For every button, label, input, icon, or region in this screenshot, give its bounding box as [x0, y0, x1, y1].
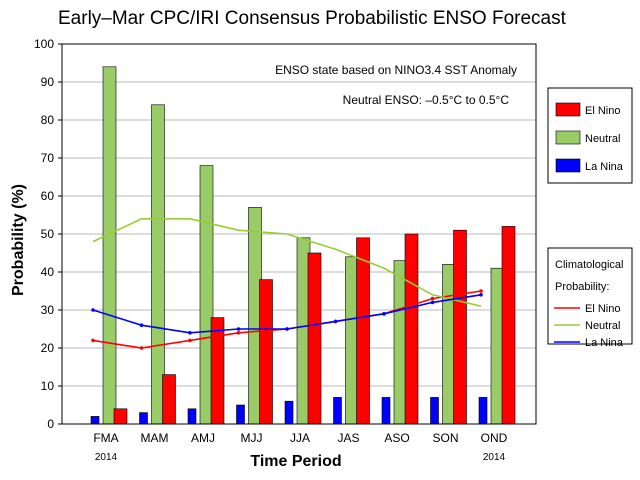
x-tick-label-OND: OND — [481, 431, 508, 445]
bar-la-nina-JJA — [284, 400, 294, 425]
bar-el-nino-ASO — [404, 233, 419, 425]
annotation-enso-state: ENSO state based on NINO3.4 SST Anomaly — [275, 63, 517, 77]
climatology-point-el-nino-FMA — [91, 338, 95, 343]
climatology-point-la-nina-AMJ — [188, 331, 192, 335]
bar-la-nina-MAM — [139, 412, 148, 425]
climatology-point-la-nina-ASO — [382, 312, 386, 316]
bar-el-nino-AMJ — [210, 317, 225, 425]
climatology-legend: Climatological Probability: El Nino Neutral… — [547, 247, 633, 349]
climatology-legend-label-la-nina: La Nina — [585, 337, 624, 349]
climatology-point-el-nino-MAM — [139, 346, 144, 350]
climatology-point-el-nino-MJJ — [236, 331, 241, 335]
legend-swatch-neutral — [555, 130, 581, 145]
bar-la-nina-OND — [478, 397, 488, 425]
legend-label-neutral: Neutral — [585, 133, 620, 145]
bar-la-nina-SON — [430, 397, 439, 425]
bar-la-nina-MJJ — [236, 404, 245, 425]
climatology-legend-box — [547, 247, 633, 345]
bar-neutral-FMA — [102, 66, 117, 425]
y-tick-label-0: 0 — [47, 417, 54, 431]
bar-la-nina-AMJ — [187, 408, 197, 425]
bar-el-nino-MAM — [162, 374, 176, 425]
climatology-legend-title: Climatological — [555, 259, 623, 271]
legend-swatch-la-nina — [555, 158, 581, 173]
climatology-line-neutral — [92, 218, 482, 307]
y-tick-label-70: 70 — [41, 151, 55, 165]
x-tick-label-SON: SON — [432, 431, 458, 445]
climatology-point-la-nina-MAM — [139, 323, 144, 328]
climatology-point-la-nina-FMA — [91, 308, 95, 312]
climatology-point-el-nino-AMJ — [188, 338, 192, 343]
climatology-lines — [91, 218, 483, 350]
climatology-legend-label-el-nino: El Nino — [585, 303, 620, 315]
x-tick-label-JJA: JJA — [290, 431, 310, 445]
climatology-point-la-nina-OND — [479, 293, 483, 297]
x-tick-label-MAM: MAM — [141, 431, 169, 445]
climatology-line-la-nina — [92, 294, 482, 334]
bar-la-nina-JAS — [333, 397, 342, 425]
x-tick-label-MJJ: MJJ — [241, 431, 263, 445]
y-tick-label-50: 50 — [41, 227, 55, 241]
y-tick-label-90: 90 — [41, 75, 55, 89]
bar-el-nino-JAS — [356, 237, 370, 425]
bar-la-nina-ASO — [381, 397, 391, 425]
annotation-neutral-range: Neutral ENSO: –0.5°C to 0.5°C — [343, 93, 510, 107]
climatology-point-la-nina-MJJ — [236, 327, 241, 331]
climatology-point-la-nina-JAS — [333, 319, 338, 324]
x-tick-label-ASO: ASO — [384, 431, 409, 445]
climatology-legend-subtitle: Probability: — [555, 281, 609, 293]
y-tick-label-10: 10 — [41, 379, 55, 393]
y-axis-ticks: 0 10 20 30 40 50 60 70 80 90 100 — [34, 37, 62, 431]
x-tick-sublabel-OND: 2014 — [483, 452, 506, 463]
y-tick-label-30: 30 — [41, 303, 55, 317]
climatology-line-el-nino — [92, 290, 482, 349]
x-tick-label-JAS: JAS — [337, 431, 359, 445]
x-axis-ticks: FMA 2014 MAM AMJ MJJ JJA JAS ASO SON OND 2014 — [93, 431, 507, 463]
y-axis-label: Probability (%) — [10, 184, 27, 296]
y-tick-label-60: 60 — [41, 189, 55, 203]
legend-label-la-nina: La Nina — [585, 161, 624, 173]
climatology-legend-label-neutral: Neutral — [585, 320, 620, 332]
bar-el-nino-MJJ — [259, 279, 273, 425]
bars — [90, 66, 516, 425]
bar-la-nina-FMA — [90, 416, 100, 425]
bar-el-nino-JJA — [307, 252, 322, 425]
bar-el-nino-OND — [501, 226, 516, 425]
legend-label-el-nino: El Nino — [585, 105, 620, 117]
x-axis-label: Time Period — [250, 453, 341, 470]
x-tick-sublabel-FMA: 2014 — [95, 452, 118, 463]
chart-title: Early–Mar CPC/IRI Consensus Probabilisti… — [58, 8, 567, 29]
x-tick-label-AMJ: AMJ — [191, 431, 215, 445]
y-tick-label-40: 40 — [41, 265, 55, 279]
bar-el-nino-FMA — [113, 408, 128, 425]
y-tick-label-80: 80 — [41, 113, 55, 127]
y-tick-label-100: 100 — [34, 37, 54, 51]
climatology-point-la-nina-SON — [430, 300, 435, 305]
climatology-point-el-nino-OND — [479, 289, 483, 293]
legend-swatch-el-nino — [555, 102, 581, 117]
bar-el-nino-SON — [453, 229, 467, 425]
y-tick-label-20: 20 — [41, 341, 55, 355]
climatology-point-el-nino-SON — [430, 296, 435, 301]
x-tick-label-FMA: FMA — [93, 431, 118, 445]
legend: El Nino Neutral La Nina — [547, 87, 633, 184]
climatology-point-la-nina-JJA — [285, 327, 289, 331]
